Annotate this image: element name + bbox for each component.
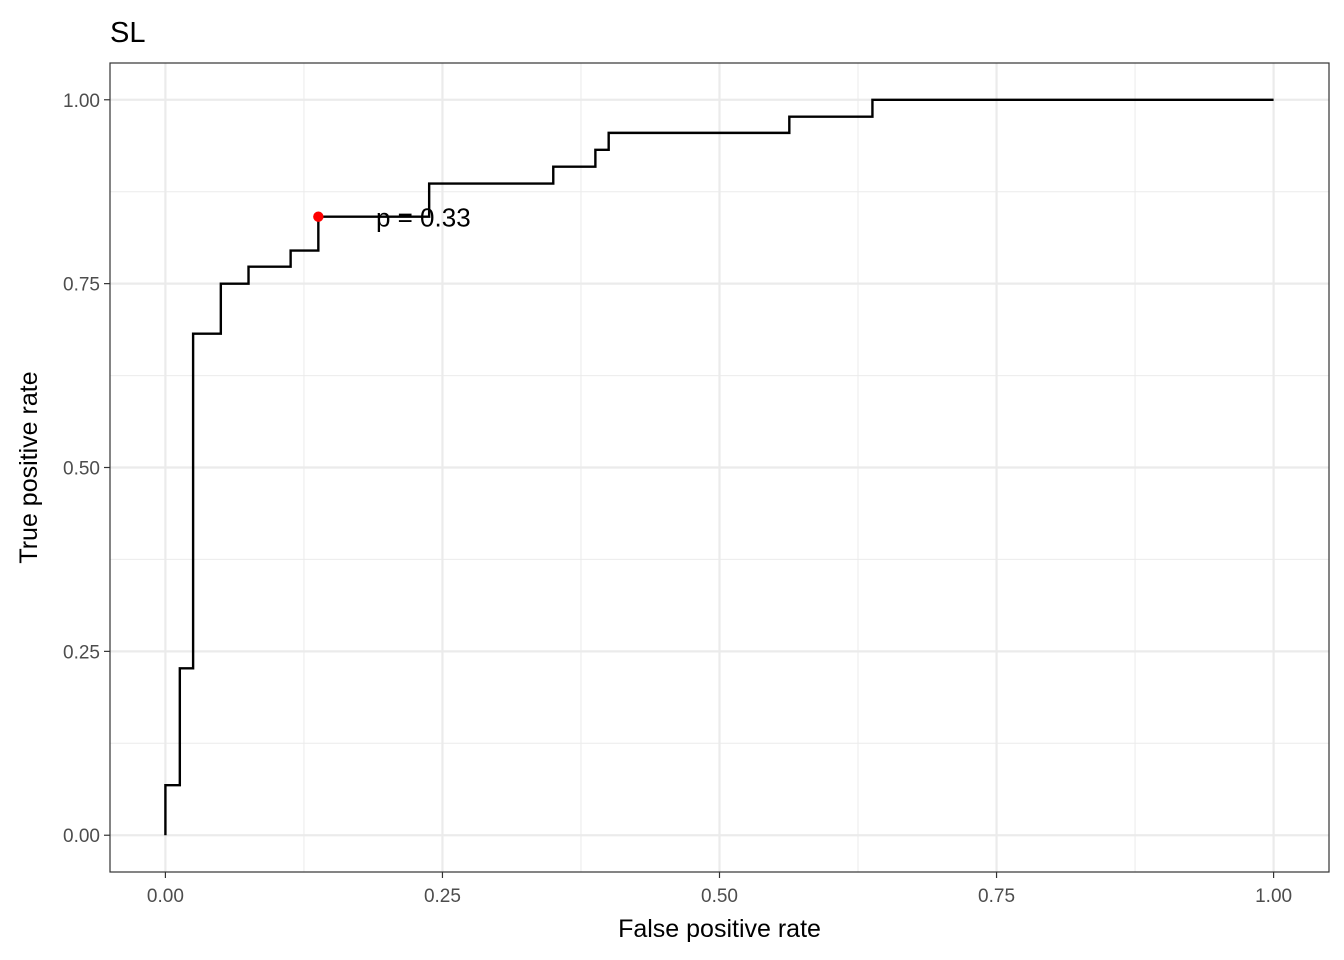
- x-tick-label: 1.00: [1255, 886, 1292, 907]
- x-tick-label: 0.75: [978, 886, 1015, 907]
- x-tick-label: 0.50: [701, 886, 738, 907]
- y-tick-label: 0.25: [63, 642, 100, 663]
- y-axis: 0.00 0.25 0.50 0.75 1.00: [63, 91, 110, 847]
- x-axis-title: False positive rate: [618, 915, 821, 943]
- highlight-layer: [313, 211, 324, 222]
- threshold-annotation: p = 0.33: [376, 203, 471, 233]
- x-axis: 0.00 0.25 0.50 0.75 1.00: [147, 872, 1292, 907]
- major-gridlines: [110, 63, 1329, 872]
- plot-panel: p = 0.33: [109, 62, 1330, 873]
- y-axis-title: True positive rate: [15, 371, 43, 563]
- y-tick-label: 0.50: [63, 459, 100, 480]
- x-tick-label: 0.00: [147, 886, 184, 907]
- y-tick-label: 1.00: [63, 91, 100, 112]
- x-tick-label: 0.25: [424, 886, 461, 907]
- optimal-threshold-point: [313, 211, 324, 222]
- y-tick-label: 0.00: [63, 826, 100, 847]
- y-tick-label: 0.75: [63, 275, 100, 296]
- chart-title: SL: [110, 17, 145, 49]
